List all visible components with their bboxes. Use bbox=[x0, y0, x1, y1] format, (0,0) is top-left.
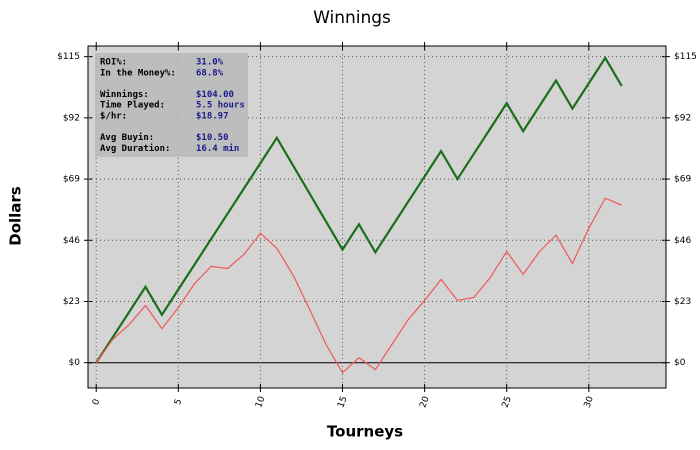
stat-value: 5.5 hours bbox=[196, 101, 245, 111]
y-tick-label: $69 bbox=[63, 175, 80, 185]
stat-label: ROI%: bbox=[100, 58, 127, 68]
y-tick-label-right: $92 bbox=[674, 113, 691, 123]
stats-box bbox=[95, 53, 248, 157]
stat-value: $104.00 bbox=[196, 90, 234, 100]
x-tick-label: 5 bbox=[173, 398, 184, 407]
x-tick-label: 25 bbox=[501, 395, 514, 409]
y-tick-label: $0 bbox=[69, 358, 81, 368]
y-tick-label: $115 bbox=[57, 52, 80, 62]
x-tick-label: 30 bbox=[583, 395, 596, 409]
y-axis-label: Dollars bbox=[7, 186, 25, 246]
y-tick-label-right: $69 bbox=[674, 175, 691, 185]
chart-title: Winnings bbox=[313, 8, 391, 28]
stat-label: In the Money%: bbox=[100, 68, 176, 78]
y-tick-label-right: $0 bbox=[674, 358, 686, 368]
stat-label: Avg Buyin: bbox=[100, 132, 154, 143]
stat-value: 68.8% bbox=[196, 68, 224, 78]
x-tick-label: 10 bbox=[254, 395, 267, 409]
stat-value: $18.97 bbox=[196, 112, 229, 122]
x-tick-label: 20 bbox=[418, 395, 431, 409]
stat-label: Time Played: bbox=[100, 100, 165, 111]
y-tick-label-right: $115 bbox=[674, 52, 697, 62]
y-tick-label: $92 bbox=[63, 113, 80, 123]
line-series bbox=[95, 197, 622, 374]
stat-value: 16.4 min bbox=[196, 143, 239, 154]
x-axis-label: Tourneys bbox=[327, 423, 403, 441]
x-tick-label: 15 bbox=[336, 395, 349, 409]
stat-label: Winnings: bbox=[100, 89, 149, 100]
line-series bbox=[95, 55, 623, 364]
x-tick-label: 0 bbox=[91, 398, 102, 407]
y-tick-label-right: $46 bbox=[674, 236, 691, 246]
stat-value: 31.0% bbox=[196, 58, 224, 68]
y-tick-label-right: $23 bbox=[674, 297, 691, 307]
stat-label: $/hr: bbox=[100, 112, 127, 122]
y-tick-label: $46 bbox=[63, 236, 80, 246]
stat-value: $10.50 bbox=[196, 133, 229, 143]
y-tick-label: $23 bbox=[63, 297, 80, 307]
stat-label: Avg Duration: bbox=[100, 143, 170, 154]
